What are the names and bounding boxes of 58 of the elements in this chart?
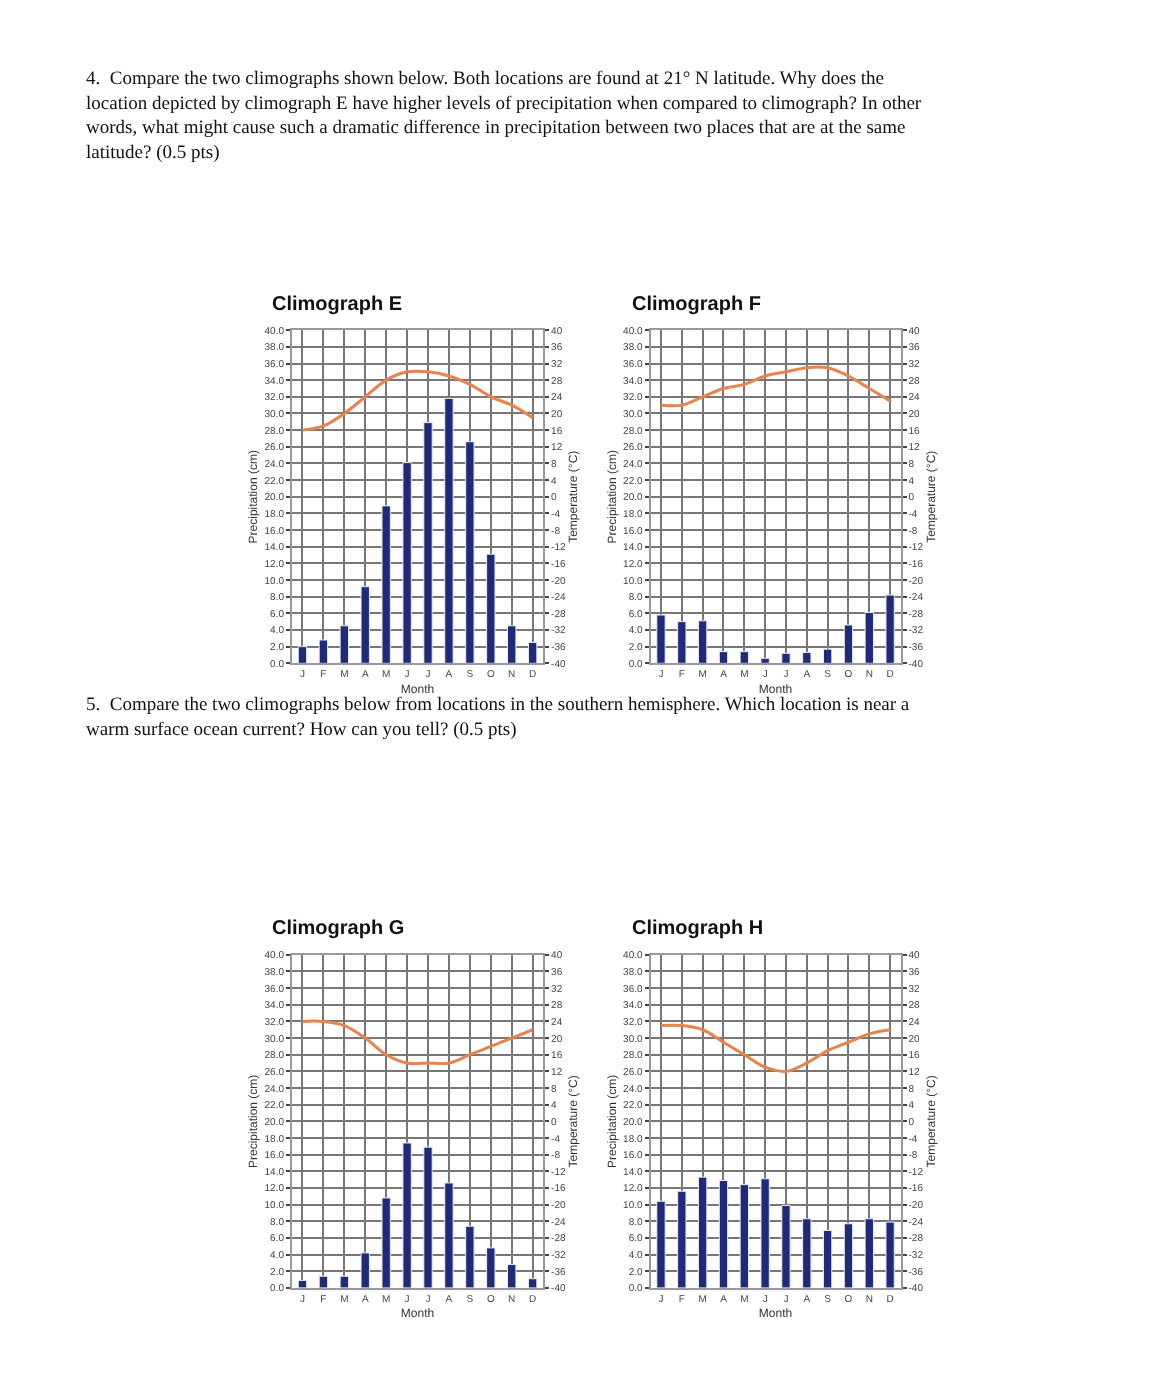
bar <box>339 1275 349 1288</box>
line-series <box>659 1023 892 1073</box>
bar <box>486 1247 496 1288</box>
bar <box>507 1264 517 1288</box>
bar <box>760 1178 770 1288</box>
bar <box>697 1176 708 1288</box>
bar <box>822 648 833 664</box>
bar <box>402 1142 412 1288</box>
bar <box>381 1197 391 1288</box>
bar <box>885 594 895 664</box>
bar <box>781 652 791 664</box>
bar <box>885 1221 895 1288</box>
bar <box>465 1225 475 1288</box>
line-series <box>300 1019 535 1066</box>
bar <box>444 397 454 664</box>
bar <box>718 1179 729 1288</box>
bar <box>802 1218 812 1288</box>
line-series <box>659 365 892 408</box>
bar <box>656 614 666 664</box>
text: 4. Compare the two climographs shown below. Both locations are found at 21° N latitude. Why does the location depicted by climograph E have higher levels of precipitation when compared to climograph? In other words, what might cause such a dramatic difference in precipitation between two places that are at the same latitude? (0.5 pts) <box>86 70 923 165</box>
bar <box>486 553 496 664</box>
bar <box>318 639 329 664</box>
bar <box>465 441 475 664</box>
chart-title: Climograph E <box>272 294 403 316</box>
bar <box>760 657 770 664</box>
text: 5. Compare the two climographs below from locations in the southern hemisphere. Which location is near a warm surface ocean current? How can you tell? (0.5 pts) <box>86 696 911 741</box>
bar <box>864 612 874 664</box>
chart-title: Climograph H <box>632 918 764 940</box>
bar <box>360 586 370 664</box>
bar <box>297 646 308 664</box>
chart-title: Climograph F <box>632 294 761 316</box>
bar <box>527 1278 538 1288</box>
bar <box>781 1204 791 1288</box>
bar <box>339 625 349 664</box>
bar <box>402 462 412 664</box>
bar <box>843 624 854 664</box>
bar <box>864 1218 874 1288</box>
bar <box>656 1200 666 1288</box>
bar <box>822 1229 833 1288</box>
bar <box>843 1223 854 1288</box>
bar <box>507 625 517 664</box>
bar <box>297 1279 308 1288</box>
bar <box>423 422 433 664</box>
bar <box>677 621 687 664</box>
bar <box>318 1275 329 1288</box>
bar <box>527 641 538 664</box>
bar <box>360 1252 370 1288</box>
bar <box>677 1190 687 1288</box>
bar <box>444 1182 454 1288</box>
bar <box>739 651 749 664</box>
chart-title: Climograph G <box>272 918 405 940</box>
bar <box>423 1146 433 1288</box>
bar <box>697 620 708 664</box>
bar <box>381 505 391 664</box>
bar <box>718 651 729 664</box>
bar <box>802 651 812 664</box>
bar <box>739 1184 749 1288</box>
line-series <box>300 369 535 432</box>
